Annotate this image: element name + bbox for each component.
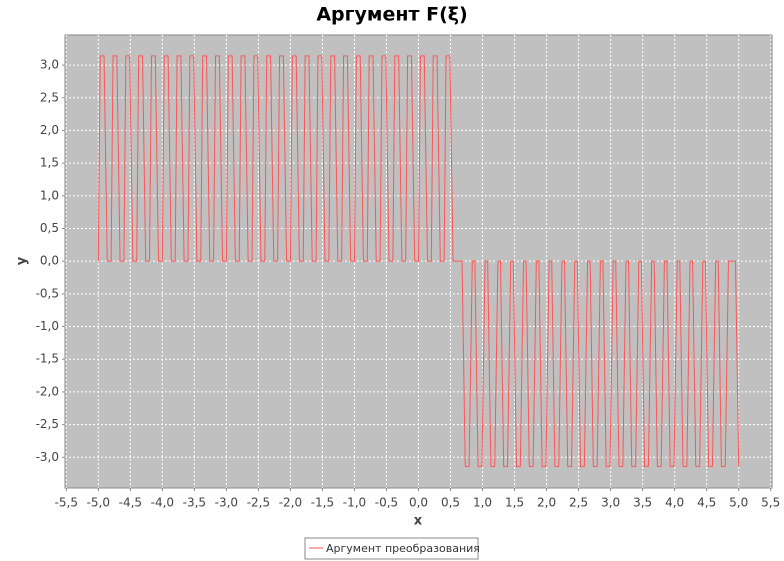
- y-tick-label: -1,0: [36, 319, 59, 333]
- x-tick-label: 3,0: [601, 496, 620, 510]
- x-tick-label: -3,0: [215, 496, 238, 510]
- y-axis-label: y: [15, 256, 30, 265]
- x-tick-label: 0,0: [409, 496, 428, 510]
- x-tick-label: -4,0: [151, 496, 174, 510]
- x-tick-label: 0,5: [441, 496, 460, 510]
- y-tick-label: 2,0: [40, 123, 59, 137]
- x-tick-label: -2,5: [247, 496, 270, 510]
- y-tick-label: -1,5: [36, 352, 59, 366]
- y-tick-label: -2,0: [36, 384, 59, 398]
- x-tick-label: -4,5: [119, 496, 142, 510]
- x-tick-label: -0,5: [375, 496, 398, 510]
- y-tick-label: 0,0: [40, 254, 59, 268]
- x-tick-label: 5,0: [729, 496, 748, 510]
- x-tick-label: 2,0: [537, 496, 556, 510]
- x-tick-label: -2,0: [279, 496, 302, 510]
- x-tick-label: -5,5: [55, 496, 78, 510]
- x-tick-label: 5,5: [761, 496, 780, 510]
- chart-title: Аргумент F(ξ): [316, 4, 467, 26]
- x-tick-label: 2,5: [569, 496, 588, 510]
- y-tick-label: 3,0: [40, 58, 59, 72]
- x-tick-label: -5,0: [87, 496, 110, 510]
- x-tick-label: 1,5: [505, 496, 524, 510]
- x-tick-label: -1,0: [343, 496, 366, 510]
- y-tick-label: 1,0: [40, 188, 59, 202]
- y-tick-label: 1,5: [40, 156, 59, 170]
- y-tick-label: -3,0: [36, 450, 59, 464]
- legend-label: Аргумент преобразования: [326, 542, 480, 555]
- x-tick-label: 4,0: [665, 496, 684, 510]
- x-tick-label: -3,5: [183, 496, 206, 510]
- x-axis-label: x: [414, 514, 423, 529]
- x-tick-label: 4,5: [697, 496, 716, 510]
- y-tick-label: -2,5: [36, 417, 59, 431]
- x-tick-label: 3,5: [633, 496, 652, 510]
- y-tick-label: 0,5: [40, 221, 59, 235]
- y-tick-label: -0,5: [36, 286, 59, 300]
- x-tick-label: 1,0: [473, 496, 492, 510]
- x-tick-label: -1,5: [311, 496, 334, 510]
- legend: [304, 537, 479, 560]
- data-line: [97, 55, 740, 467]
- y-tick-label: 2,5: [40, 90, 59, 104]
